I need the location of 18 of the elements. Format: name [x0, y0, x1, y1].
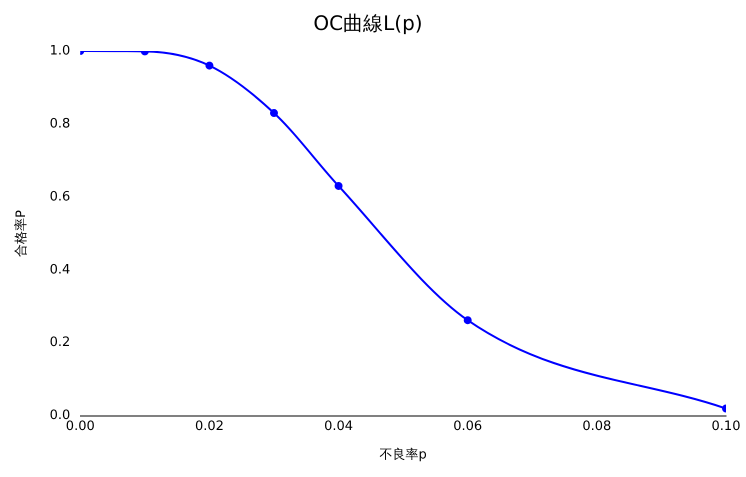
point: [270, 109, 278, 118]
x-axis-title: 不良率p: [380, 446, 427, 463]
x-tick-label: 0.04: [324, 418, 354, 434]
point: [205, 62, 214, 70]
y-tick-label: 0.8: [50, 116, 70, 132]
y-tick-label: 0.2: [50, 335, 70, 350]
point: [464, 316, 472, 324]
y-tick-label: 0.6: [50, 189, 70, 204]
x-tick-label: 0.10: [712, 418, 740, 434]
x-tick-label: 0.08: [582, 418, 612, 434]
chart-title: OC曲線L(p): [313, 11, 423, 36]
x-tick-label: 0.06: [453, 418, 482, 434]
y-axis-title: 合格率P: [13, 210, 30, 257]
x-tick-label: 0.00: [66, 418, 95, 434]
point: [334, 182, 343, 190]
x-tick-label: 0.02: [194, 418, 224, 434]
y-tick-label: 0.4: [50, 262, 70, 278]
y-tick-label: 1.0: [50, 43, 70, 58]
